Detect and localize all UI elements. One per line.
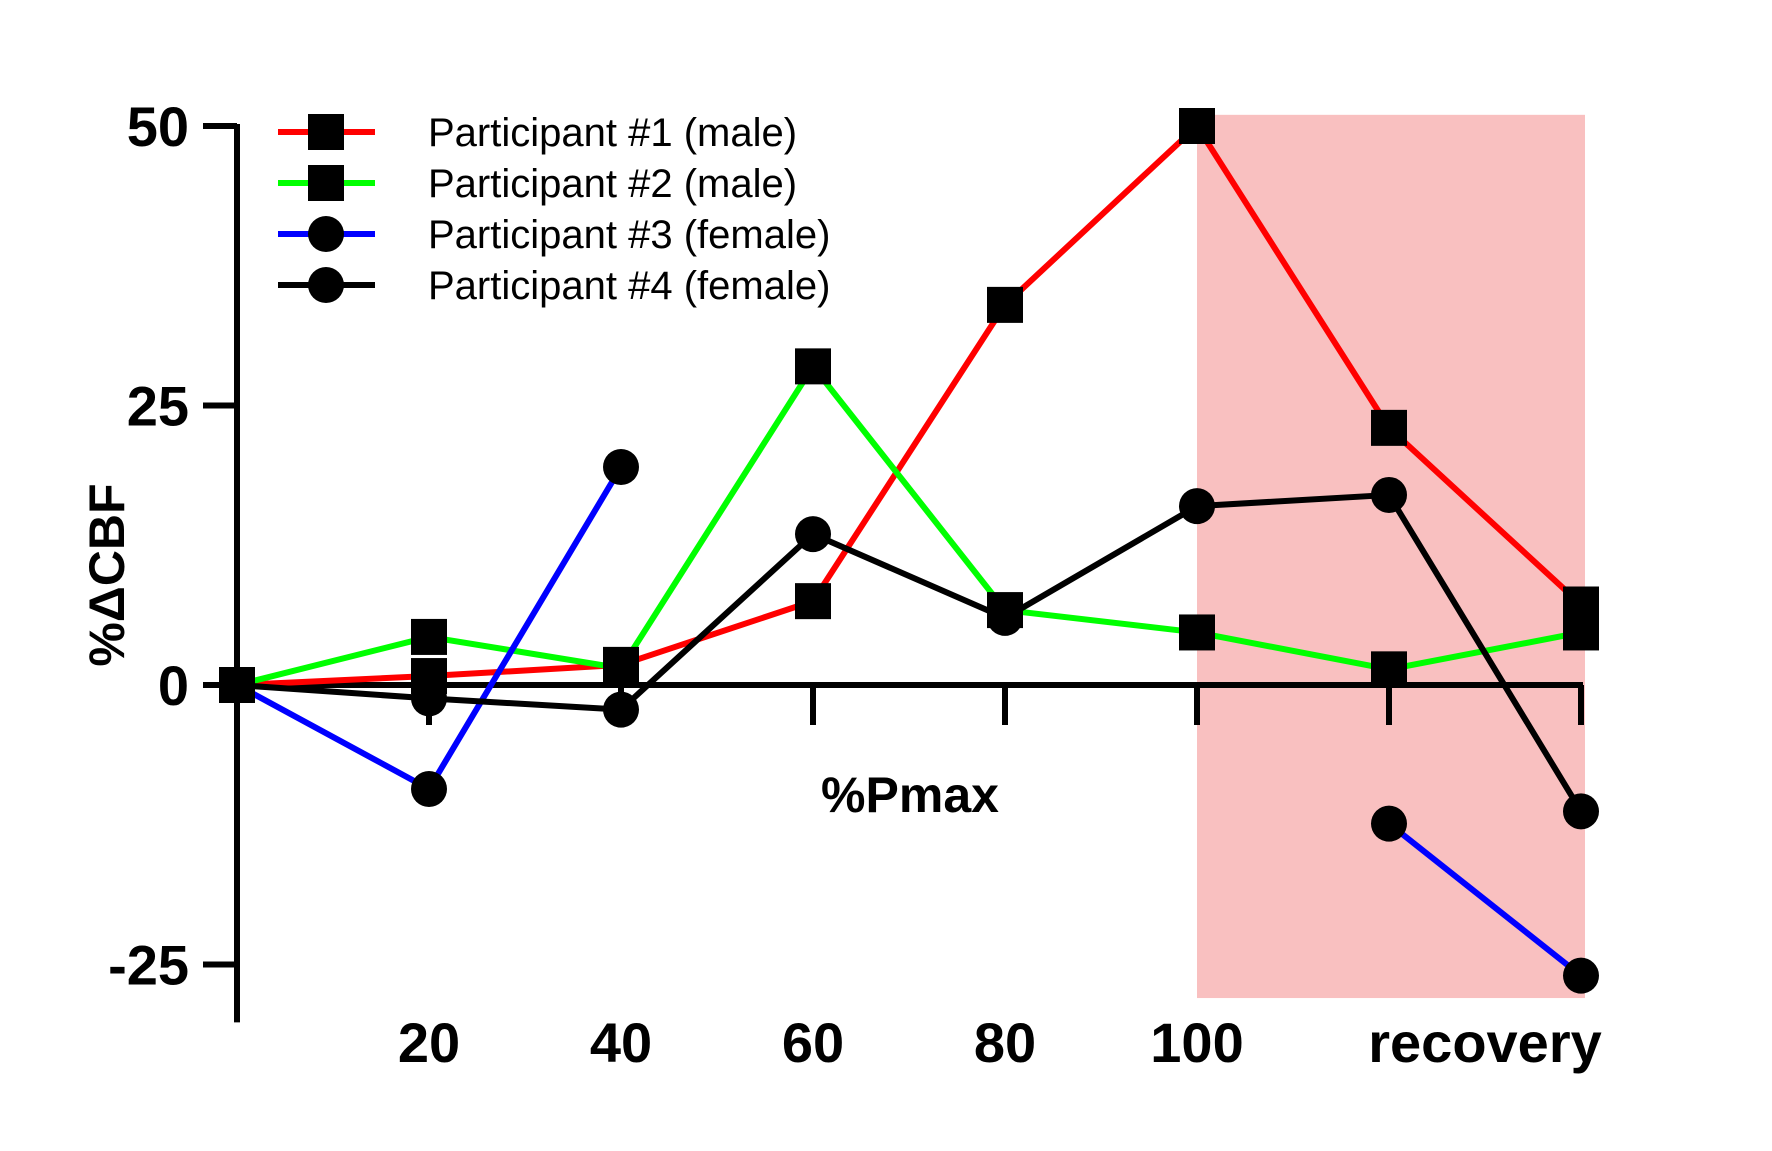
series-2-point	[603, 650, 639, 687]
series-4-point	[1179, 488, 1215, 525]
legend-item: Participant #3 (female)	[278, 213, 830, 257]
legend-marker	[308, 114, 344, 150]
legend-item: Participant #4 (female)	[278, 264, 830, 308]
legend-label: Participant #4 (female)	[428, 264, 830, 308]
legend-label: Participant #1 (male)	[428, 111, 797, 155]
series-1-markers	[219, 108, 1599, 703]
series-1-point	[987, 286, 1023, 323]
legend-marker	[308, 216, 344, 252]
shaded-region	[1197, 114, 1585, 999]
series-4-point	[411, 680, 447, 717]
legend-label: Participant #2 (male)	[428, 162, 797, 206]
series-3-point	[1563, 957, 1599, 994]
series-1-point	[795, 583, 831, 620]
series-4-point	[795, 516, 831, 553]
series-3-point	[1371, 805, 1407, 842]
y-tick-label: 0	[158, 654, 189, 717]
x-tick-label: 100	[1150, 1011, 1243, 1074]
legend-marker	[308, 165, 344, 201]
series-2-point	[1371, 651, 1407, 688]
series-2-point	[1179, 614, 1215, 651]
x-tick-label: 80	[974, 1011, 1036, 1074]
series-2-point	[795, 348, 831, 385]
legend-item: Participant #1 (male)	[278, 111, 797, 155]
series-1-line	[236, 123, 1584, 688]
y-tick-label: -25	[108, 934, 189, 997]
series-4-point	[1371, 476, 1407, 513]
y-axis-title: %ΔCBF	[79, 483, 135, 666]
x-tick-label: 20	[398, 1011, 460, 1074]
y-tick-label: 50	[127, 95, 189, 158]
series-4-point	[603, 691, 639, 728]
y-tick-label: 25	[127, 375, 189, 438]
series-4-point	[1563, 793, 1599, 830]
legend-marker	[308, 267, 344, 303]
series-2-line	[236, 363, 1582, 688]
x-axis-title: %Pmax	[821, 767, 999, 823]
series-2-point	[411, 618, 447, 655]
x-tick-label: recovery	[1368, 1011, 1602, 1074]
series-4	[236, 491, 1584, 813]
series-4-point	[219, 667, 255, 703]
series-4-line	[236, 491, 1584, 813]
x-tick-label: 40	[590, 1011, 652, 1074]
series-3-point	[411, 770, 447, 807]
legend-item: Participant #2 (male)	[278, 162, 797, 206]
series-2	[236, 363, 1582, 688]
series-1	[236, 123, 1584, 688]
x-tick-label: 60	[782, 1011, 844, 1074]
series-3-point	[603, 448, 639, 485]
series-4-markers	[219, 476, 1599, 830]
legend: Participant #1 (male) Participant #2 (mal…	[278, 111, 830, 308]
series-1-point	[1179, 108, 1215, 144]
series-3-line	[1387, 821, 1583, 979]
series-layer	[219, 108, 1599, 994]
series-1-point	[1371, 409, 1407, 446]
series-4-point	[987, 599, 1023, 636]
series-2-point	[1563, 614, 1599, 651]
legend-label: Participant #3 (female)	[428, 213, 830, 257]
